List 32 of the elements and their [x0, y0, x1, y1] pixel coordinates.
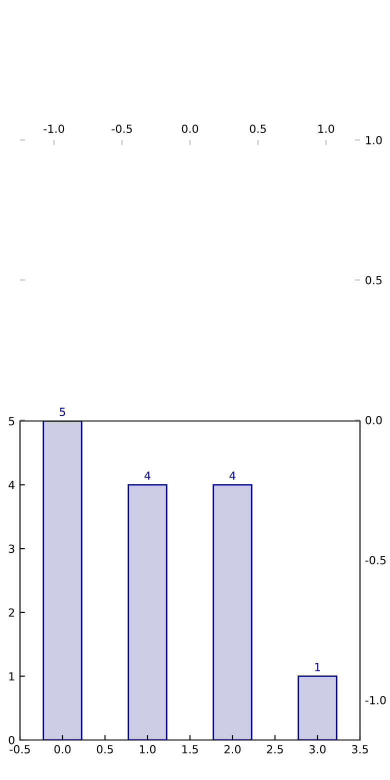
- x-tick-label: -0.5: [112, 124, 132, 133]
- x-tick-label: 3.5: [352, 745, 368, 754]
- bar: [128, 484, 168, 740]
- x-tick-label: 3.0: [310, 745, 326, 754]
- y-tick-label: 1: [9, 672, 14, 680]
- bar: [42, 421, 82, 740]
- x-tick-label: 0.5: [96, 745, 113, 754]
- x-tick-label: 2.0: [224, 745, 241, 754]
- y-tick-label: -1.0: [365, 696, 386, 704]
- x-tick-label: 1.0: [140, 745, 156, 754]
- data-label: 4: [230, 472, 236, 480]
- bar: [212, 484, 252, 740]
- x-tick-label: 1.5: [182, 745, 198, 754]
- y-tick-label: 0.5: [366, 276, 382, 284]
- x-tick-label: 2.5: [266, 745, 283, 754]
- y-tick-label: 0.0: [366, 416, 382, 424]
- bar: [298, 676, 338, 740]
- x-tick-label: 0.0: [182, 124, 198, 133]
- y-tick-label: 4: [8, 480, 15, 490]
- y-tick-label: 0: [8, 736, 14, 744]
- y-tick-label: -0.5: [365, 556, 386, 564]
- x-tick-label: 0.0: [54, 745, 71, 754]
- data-label: 1: [315, 663, 320, 672]
- x-tick-label: 1.0: [318, 124, 334, 133]
- data-label: 5: [60, 408, 66, 416]
- x-tick-label: -1.0: [44, 124, 64, 133]
- y-tick-label: 3: [8, 544, 14, 553]
- data-label: 4: [144, 472, 150, 480]
- y-tick-label: 5: [8, 417, 14, 426]
- y-tick-label: 1.0: [366, 136, 382, 144]
- y-tick-label: 2: [8, 608, 14, 617]
- x-tick-label: 0.5: [250, 124, 266, 133]
